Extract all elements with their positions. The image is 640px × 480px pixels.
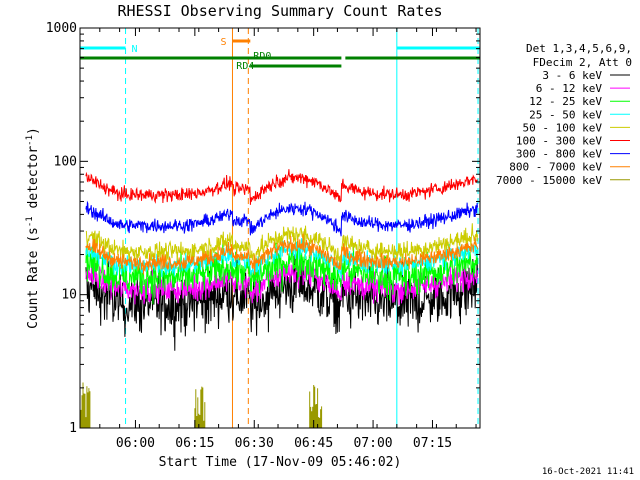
y-tick-label: 1 <box>69 421 77 436</box>
y-label-mid: detector <box>26 146 41 217</box>
x-tick-label: 07:15 <box>413 436 452 451</box>
series-line-4 <box>85 223 478 267</box>
legend-header-line-1: Det 1,3,4,5,6,9, <box>526 42 632 55</box>
x-tick-label: 06:45 <box>294 436 333 451</box>
rd4-flag-label: RD4 <box>236 61 254 72</box>
y-label-end: ) <box>26 127 41 135</box>
y-tick-label: 10 <box>61 288 77 303</box>
legend-label: 100 - 300 keV <box>516 135 602 148</box>
legend-header-line-2: FDecim 2, Att 0 <box>533 56 632 69</box>
y-tick-label: 100 <box>54 154 77 169</box>
legend-label: 12 - 25 keV <box>529 95 602 108</box>
x-tick-label: 06:00 <box>116 436 155 451</box>
y-label-sup-1: -1 <box>25 216 35 227</box>
legend-label: 800 - 7000 keV <box>509 161 602 174</box>
legend-label: 3 - 6 keV <box>542 69 602 82</box>
series-line-8 <box>79 382 323 428</box>
y-label-main: Count Rate (s <box>26 227 41 329</box>
x-tick-label: 06:15 <box>175 436 214 451</box>
x-tick-label: 07:00 <box>353 436 392 451</box>
x-tick-label: 06:30 <box>235 436 274 451</box>
legend-label: 50 - 100 keV <box>523 121 603 134</box>
footer-date: 16-Oct-2021 11:41 <box>542 467 634 477</box>
y-axis-label: Count Rate (s-1 detector-1) <box>25 127 41 329</box>
y-tick-label: 1000 <box>46 21 77 36</box>
series-line-7 <box>85 233 478 275</box>
series-line-5 <box>85 169 478 205</box>
plot-frame <box>79 27 481 429</box>
saa-flag-label: S <box>220 37 226 48</box>
chart-title: RHESSI Observing Summary Count Rates <box>117 2 442 20</box>
rd0-flag-label: RD0 <box>253 51 271 62</box>
legend-label: 6 - 12 keV <box>536 82 603 95</box>
tick-layer: 1 10 100 1000 06:00 06:15 06:30 06:45 07:00 07:15 <box>46 21 480 451</box>
y-label-sup-2: -1 <box>25 135 35 146</box>
legend: Det 1,3,4,5,6,9, FDecim 2, Att 0 3 - 6 k… <box>496 42 632 187</box>
series-layer <box>79 169 478 428</box>
night-flag-label: N <box>132 44 138 55</box>
x-axis-label: Start Time (17-Nov-09 05:46:02) <box>159 455 402 470</box>
legend-label: 25 - 50 keV <box>529 108 602 121</box>
series-line-6 <box>85 200 478 237</box>
legend-label: 300 - 800 keV <box>516 148 602 161</box>
legend-label: 7000 - 15000 keV <box>496 174 602 187</box>
